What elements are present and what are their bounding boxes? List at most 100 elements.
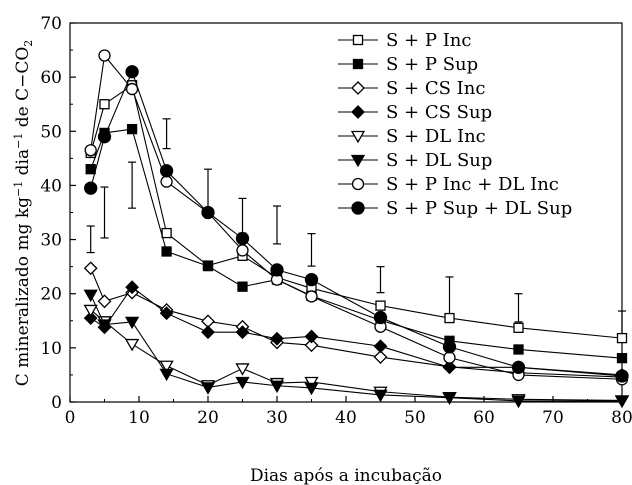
y-axis-label-main: C mineralizado mg kg [13,197,33,386]
data-point [160,175,173,188]
data-point [125,280,140,295]
data-point [304,329,319,344]
data-point [375,300,386,311]
data-point [125,82,139,96]
y-tick-label: 0 [51,393,62,413]
y-axis-label: C mineralizado mg kg−1 dia−1 de C−CO2 [12,40,35,387]
y-tick-label: 40 [40,176,62,196]
series-group [83,49,630,409]
error-bar [162,118,171,150]
data-point [84,144,97,157]
error-bar [514,293,523,323]
error-bar [376,266,385,294]
x-tick-label: 70 [542,408,564,428]
data-point [124,338,140,352]
series-4 [83,280,629,382]
data-point [161,246,172,257]
data-point [269,380,285,394]
data-point [305,290,318,303]
data-point [614,395,630,409]
data-point [97,294,112,309]
y-tick-label: 60 [40,68,62,88]
data-point [83,304,98,318]
y-axis-label-mid: dia [13,149,33,181]
legend-label: S + P Inc + DL Inc [386,174,559,195]
data-point [444,312,455,324]
series-line [90,70,623,377]
data-point [201,205,215,220]
legend-marker [351,177,365,191]
x-tick-label: 10 [128,408,150,428]
data-point [237,281,248,292]
y-axis-label-sub: 2 [22,40,35,47]
series-line [90,309,623,401]
error-bar [445,276,454,315]
data-point [98,49,111,62]
data-point [159,360,174,374]
data-point [159,164,174,178]
legend-label: S + DL Inc [386,126,486,147]
data-point [304,376,319,390]
data-point [235,363,250,376]
x-tick-label: 30 [266,408,288,428]
data-point [373,310,388,325]
y-tick-label: 10 [40,339,62,359]
data-point [513,322,524,333]
error-bar [238,197,247,234]
legend-item: S + P Inc [338,30,471,51]
data-point [84,181,98,195]
legend-item: S + P Sup + DL Sup [338,198,572,219]
data-point [442,340,457,354]
x-tick-label: 80 [611,408,632,428]
data-point [235,376,250,390]
error-bar [618,310,626,337]
axis-ticks: 0 10 20 30 40 50 60 70 80 0 10 20 30 40 50 60 70 [40,14,632,428]
data-point [124,316,140,330]
data-point [616,332,628,344]
legend-item: S + P Inc + DL Inc [338,174,559,195]
data-point [201,325,215,340]
data-point [373,339,388,354]
data-point [97,319,112,332]
data-point [442,360,457,375]
x-tick-label: 20 [197,408,219,428]
data-point [304,382,319,396]
legend: S + P Inc S + P Sup S + CS Inc S + CS Sup S … [338,30,572,219]
data-point [83,311,98,325]
y-tick-label: 50 [40,122,62,142]
data-point [159,306,174,321]
y-tick-label: 20 [40,285,62,305]
x-axis-label: Dias após a incubação [250,466,442,485]
data-point [513,344,524,355]
data-point [161,227,172,239]
data-point [99,99,110,110]
data-point [83,289,98,303]
legend-item: S + CS Sup [338,102,492,123]
data-point [442,392,457,405]
legend-label: S + CS Inc [386,78,485,99]
data-point [126,123,138,135]
legend-item: S + DL Sup [338,150,492,171]
y-axis-label-sup2: −1 [12,133,25,149]
data-point [200,382,216,395]
x-tick-label: 40 [335,408,357,428]
series-8 [84,65,629,383]
data-point [443,351,456,364]
data-point [511,395,526,409]
y-tick-label: 30 [40,231,62,251]
data-point [202,260,214,272]
data-point [235,231,250,246]
data-point [511,360,526,374]
x-tick-label: 60 [473,408,495,428]
data-point [125,65,139,79]
legend-item: S + DL Inc [338,126,486,147]
data-point [616,352,628,364]
data-point [236,244,249,257]
legend-marker [350,130,366,144]
data-point [159,368,174,382]
series-5 [83,304,630,408]
legend-label: S + CS Sup [386,102,492,123]
legend-marker [350,154,366,168]
legend-marker [351,81,365,95]
